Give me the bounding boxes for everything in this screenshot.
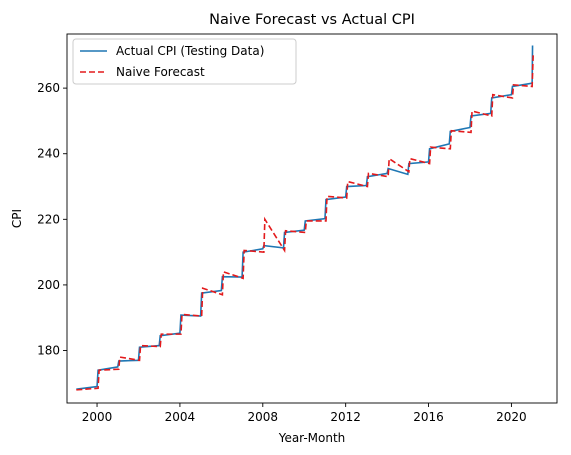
x-axis: 2000 2004 2008 2012 2016 2020 [82,403,527,424]
x-axis-title: Year-Month [278,431,346,445]
x-tick-label: 2012 [330,410,361,424]
y-tick-label: 240 [37,147,60,161]
y-axis-title: CPI [10,209,24,228]
x-tick-label: 2004 [165,410,196,424]
series-line-1 [76,45,534,391]
x-tick-label: 2016 [413,410,444,424]
x-tick-label: 2020 [496,410,527,424]
y-axis: 180 200 220 240 260 [37,81,67,358]
legend-box [72,38,297,85]
series-line-2 [76,55,534,391]
plot-frame [66,33,558,404]
y-tick-label: 260 [37,81,60,95]
legend: Actual CPI (Testing Data) Naive Forecast [72,38,297,85]
y-tick-label: 180 [37,344,60,358]
x-tick-label: 2008 [248,410,279,424]
y-tick-label: 220 [37,212,60,226]
x-tick-label: 2000 [82,410,113,424]
y-tick-label: 200 [37,278,60,292]
legend-label-2: Naive Forecast [116,65,205,79]
chart-title: Naive Forecast vs Actual CPI [209,12,415,28]
plot-area [66,33,558,404]
legend-label-1: Actual CPI (Testing Data) [116,44,264,58]
